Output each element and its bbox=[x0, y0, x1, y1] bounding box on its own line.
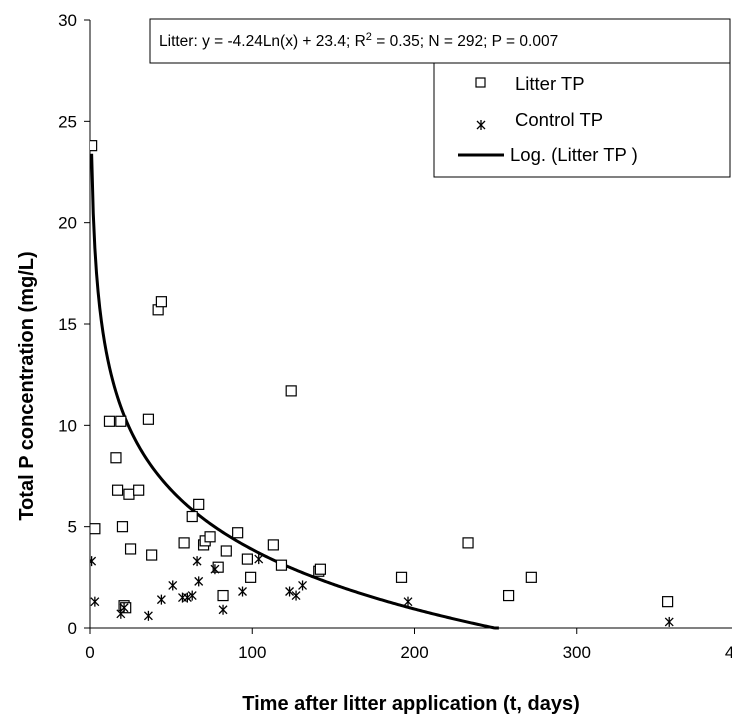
equation-text: Litter: y = -4.24Ln(x) + 23.4; R2 = 0.35… bbox=[159, 31, 558, 50]
control-tp-point bbox=[90, 596, 100, 607]
y-axis-title: Total P concentration (mg/L) bbox=[16, 251, 38, 520]
data-layer bbox=[90, 140, 674, 630]
legend-square-icon bbox=[475, 77, 486, 88]
y-tick-label: 0 bbox=[68, 619, 77, 638]
y-ticks: 0 5 10 15 20 25 30 bbox=[58, 11, 90, 638]
x-tick-label: 100 bbox=[238, 643, 266, 662]
control-tp-point bbox=[194, 576, 204, 587]
litter-tp-point bbox=[178, 537, 190, 549]
litter-tp-point bbox=[110, 452, 122, 464]
litter-tp-point bbox=[155, 296, 167, 308]
litter-tp-point bbox=[232, 527, 244, 539]
legend: Litter TP Control TP Log. (Litter TP ) bbox=[433, 62, 731, 178]
control-tp-point bbox=[143, 610, 153, 621]
legend-frame bbox=[433, 62, 731, 178]
litter-tp-point bbox=[103, 415, 116, 427]
litter-tp-point bbox=[123, 488, 135, 500]
litter-tp-point bbox=[220, 545, 232, 557]
y-tick-label: 25 bbox=[58, 112, 77, 131]
litter-tp-point bbox=[186, 510, 198, 523]
litter-tp-point bbox=[115, 415, 127, 427]
control-tp-point bbox=[285, 586, 295, 597]
legend-label-litter-tp: Litter TP bbox=[515, 73, 585, 94]
litter-tp-point bbox=[662, 596, 674, 608]
litter-tp-point bbox=[285, 385, 297, 397]
equation-annotation: Litter: y = -4.24Ln(x) + 23.4; R2 = 0.35… bbox=[149, 18, 731, 64]
control-tp-point bbox=[664, 616, 674, 627]
control-tp-point bbox=[254, 554, 264, 565]
litter-tp-point bbox=[90, 523, 101, 535]
control-tp-point bbox=[298, 580, 308, 591]
legend-asterisk-icon bbox=[476, 120, 486, 130]
control-tp-point bbox=[218, 604, 228, 615]
litter-tp-point bbox=[245, 571, 257, 583]
control-tp-point bbox=[291, 590, 301, 601]
litter-tp-point bbox=[525, 571, 537, 583]
litter-tp-point bbox=[133, 484, 145, 496]
control-tp-point bbox=[192, 556, 202, 567]
x-tick-label: 200 bbox=[400, 643, 428, 662]
litter-tp-point bbox=[503, 589, 515, 602]
control-tp-point bbox=[182, 592, 192, 603]
litter-tp-points bbox=[90, 140, 674, 614]
litter-tp-point bbox=[204, 531, 216, 543]
control-tp-point bbox=[210, 564, 220, 575]
litter-tp-point bbox=[314, 563, 326, 575]
control-tp-point bbox=[156, 594, 166, 605]
litter-tp-point bbox=[193, 498, 205, 510]
litter-tp-point bbox=[267, 539, 279, 551]
control-tp-point bbox=[178, 592, 187, 603]
control-tp-point bbox=[90, 556, 97, 567]
trendline-log-litter-tp bbox=[90, 153, 499, 630]
control-tp-point bbox=[238, 586, 247, 597]
legend-label-log-trend: Log. (Litter TP ) bbox=[510, 144, 638, 165]
litter-tp-point bbox=[111, 484, 124, 496]
equation-suffix: = 0.35; N = 292; P = 0.007 bbox=[372, 33, 558, 50]
x-ticks: 0 100 200 300 400 bbox=[85, 628, 732, 662]
litter-tp-point bbox=[142, 413, 155, 425]
equation-prefix: Litter: y = -4.24Ln(x) + 23.4; R bbox=[159, 33, 366, 50]
control-tp-points bbox=[90, 554, 674, 627]
y-tick-label: 20 bbox=[58, 214, 77, 233]
control-tp-point bbox=[403, 596, 413, 607]
x-tick-label: 0 bbox=[85, 643, 94, 662]
y-tick-label: 30 bbox=[58, 11, 77, 30]
litter-tp-point bbox=[395, 571, 408, 583]
y-tick-label: 10 bbox=[58, 416, 77, 435]
litter-tp-point bbox=[124, 543, 137, 555]
litter-tp-point bbox=[241, 553, 253, 565]
litter-tp-point bbox=[462, 537, 474, 549]
equation-superscript: 2 bbox=[366, 31, 372, 43]
equation-box-frame bbox=[149, 18, 731, 64]
legend-label-control-tp: Control TP bbox=[515, 109, 603, 130]
x-tick-label: 400 bbox=[725, 643, 732, 662]
litter-tp-point bbox=[146, 549, 158, 561]
litter-tp-point bbox=[275, 559, 288, 571]
control-tp-point bbox=[168, 580, 178, 591]
y-tick-label: 5 bbox=[68, 518, 77, 537]
litter-tp-point bbox=[217, 589, 229, 602]
x-tick-label: 300 bbox=[563, 643, 591, 662]
litter-tp-point bbox=[90, 140, 98, 152]
y-tick-label: 15 bbox=[58, 315, 77, 334]
litter-tp-point bbox=[116, 521, 129, 533]
plot-area: 0 100 200 300 400 0 5 10 15 20 25 30 bbox=[58, 11, 732, 662]
litter-tp-point bbox=[120, 602, 132, 614]
control-tp-point bbox=[187, 590, 197, 601]
control-tp-point bbox=[119, 602, 129, 613]
x-axis-title: Time after litter application (t, days) bbox=[242, 693, 579, 715]
